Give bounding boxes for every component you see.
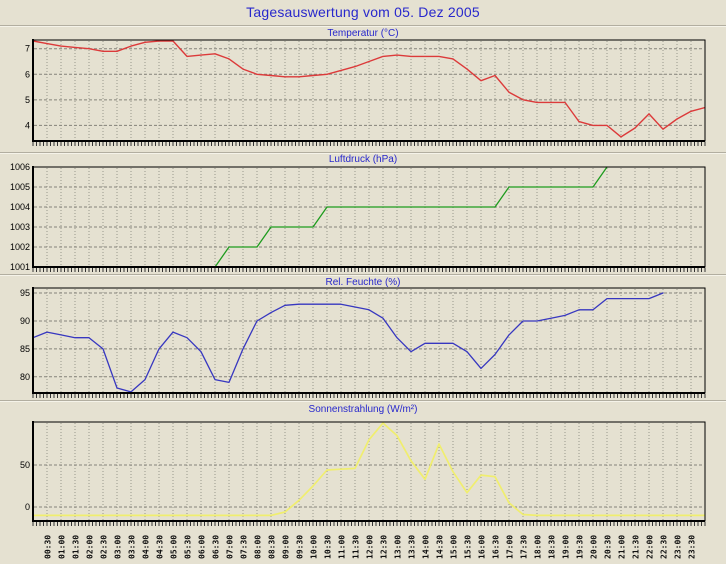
svg-text:4: 4 [25, 120, 30, 130]
svg-text:20:30: 20:30 [604, 535, 613, 559]
svg-text:14:30: 14:30 [436, 535, 445, 559]
svg-text:18:00: 18:00 [534, 535, 543, 559]
svg-text:02:30: 02:30 [100, 535, 109, 559]
svg-text:15:30: 15:30 [464, 535, 473, 559]
svg-text:16:30: 16:30 [492, 535, 501, 559]
luftdruck-plot: 1006 1005 1004 1003 1002 1001 [10, 162, 706, 272]
panel-divider [0, 400, 726, 402]
svg-text:05:00: 05:00 [170, 535, 179, 559]
svg-text:21:30: 21:30 [632, 535, 641, 559]
svg-text:19:00: 19:00 [562, 535, 571, 559]
sonnenstrahlung-plot: 50 0 [20, 421, 706, 526]
svg-text:22:30: 22:30 [660, 535, 669, 559]
panel-divider [0, 152, 726, 154]
svg-text:01:30: 01:30 [72, 535, 81, 559]
svg-text:13:30: 13:30 [408, 535, 417, 559]
svg-text:20:00: 20:00 [590, 535, 599, 559]
svg-text:12:00: 12:00 [366, 535, 375, 559]
svg-text:19:30: 19:30 [576, 535, 585, 559]
rel-feuchte-plot: 95 90 85 80 [20, 287, 706, 398]
svg-text:17:30: 17:30 [520, 535, 529, 559]
svg-text:11:00: 11:00 [338, 535, 347, 559]
svg-text:80: 80 [20, 372, 30, 382]
svg-text:11:30: 11:30 [352, 535, 361, 559]
svg-text:0: 0 [25, 502, 30, 512]
svg-text:16:00: 16:00 [478, 535, 487, 559]
chart-title-sonnenstrahlung: Sonnenstrahlung (W/m²) [308, 404, 418, 415]
svg-text:05:30: 05:30 [184, 535, 193, 559]
svg-text:12:30: 12:30 [380, 535, 389, 559]
svg-text:50: 50 [20, 460, 30, 470]
temperatur-plot: 7 6 5 4 [25, 39, 706, 146]
svg-text:1002: 1002 [10, 242, 30, 252]
svg-text:5: 5 [25, 95, 30, 105]
svg-text:90: 90 [20, 316, 30, 326]
svg-text:21:00: 21:00 [618, 535, 627, 559]
svg-text:00:30: 00:30 [44, 535, 53, 559]
time-axis-labels: 00:30 01:00 01:30 02:00 02:30 03:00 03:30 04:00… [44, 535, 697, 559]
svg-text:01:00: 01:00 [58, 535, 67, 559]
svg-text:85: 85 [20, 344, 30, 354]
svg-text:04:30: 04:30 [156, 535, 165, 559]
svg-text:13:00: 13:00 [394, 535, 403, 559]
svg-text:06:30: 06:30 [212, 535, 221, 559]
svg-text:22:00: 22:00 [646, 535, 655, 559]
svg-text:09:30: 09:30 [296, 535, 305, 559]
svg-text:07:30: 07:30 [240, 535, 249, 559]
svg-text:03:00: 03:00 [114, 535, 123, 559]
chart-title-rel-feuchte: Rel. Feuchte (%) [325, 277, 401, 288]
svg-text:1004: 1004 [10, 202, 30, 212]
svg-text:07:00: 07:00 [226, 535, 235, 559]
svg-text:7: 7 [25, 44, 30, 54]
panel-divider [0, 274, 726, 276]
svg-text:23:30: 23:30 [688, 535, 697, 559]
svg-text:1005: 1005 [10, 182, 30, 192]
svg-text:14:00: 14:00 [422, 535, 431, 559]
svg-text:10:00: 10:00 [310, 535, 319, 559]
svg-text:23:00: 23:00 [674, 535, 683, 559]
title-bar: Tagesauswertung vom 05. Dez 2005 [0, 0, 726, 24]
svg-text:1006: 1006 [10, 162, 30, 172]
svg-text:06:00: 06:00 [198, 535, 207, 559]
svg-text:95: 95 [20, 288, 30, 298]
svg-text:18:30: 18:30 [548, 535, 557, 559]
svg-text:6: 6 [25, 69, 30, 79]
svg-text:1003: 1003 [10, 222, 30, 232]
svg-text:15:00: 15:00 [450, 535, 459, 559]
page-title: Tagesauswertung vom 05. Dez 2005 [246, 4, 480, 20]
chart-title-luftdruck: Luftdruck (hPa) [328, 154, 398, 165]
svg-text:09:00: 09:00 [282, 535, 291, 559]
svg-text:1001: 1001 [10, 262, 30, 272]
svg-text:08:00: 08:00 [254, 535, 263, 559]
svg-text:17:00: 17:00 [506, 535, 515, 559]
svg-text:03:30: 03:30 [128, 535, 137, 559]
svg-text:04:00: 04:00 [142, 535, 151, 559]
svg-text:10:30: 10:30 [324, 535, 333, 559]
svg-text:02:00: 02:00 [86, 535, 95, 559]
chart-title-temperatur: Temperatur (°C) [327, 28, 399, 39]
svg-text:08:30: 08:30 [268, 535, 277, 559]
panel-divider [0, 25, 726, 27]
